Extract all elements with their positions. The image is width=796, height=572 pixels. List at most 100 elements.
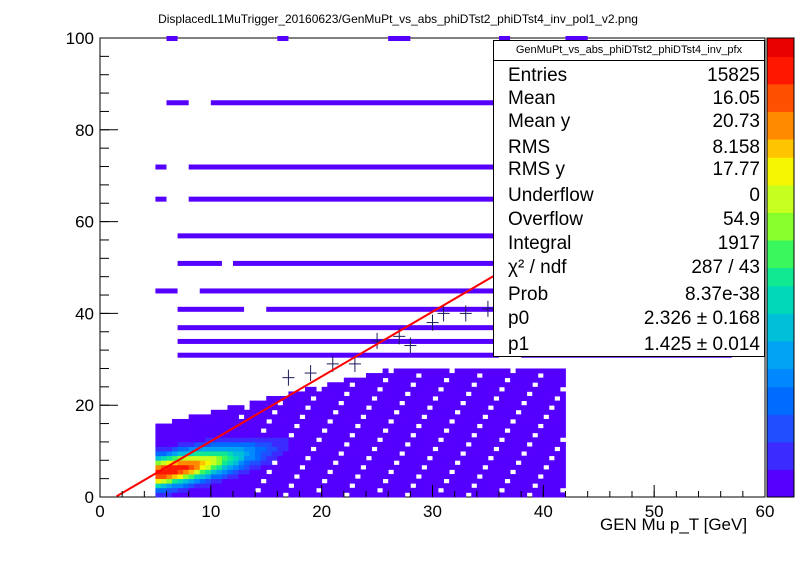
heatmap-cell xyxy=(404,405,411,411)
heatmap-cell xyxy=(504,460,511,466)
heatmap-cell xyxy=(382,423,389,429)
heatmap-cell xyxy=(177,441,184,447)
heatmap-cell xyxy=(360,492,367,498)
heatmap-cell xyxy=(388,455,395,461)
palette-swatch xyxy=(767,157,794,168)
heatmap-cell xyxy=(504,492,511,498)
heatmap-cell xyxy=(515,368,522,374)
heatmap-cell xyxy=(421,446,428,452)
heatmap-cell xyxy=(393,464,400,470)
heatmap-cell xyxy=(382,487,389,493)
heatmap-cell xyxy=(559,474,566,480)
heatmap-cell xyxy=(221,487,228,493)
heatmap-cell xyxy=(377,391,384,397)
heatmap-cell xyxy=(354,418,361,424)
heatmap-cell xyxy=(476,478,483,484)
heatmap-cell xyxy=(404,373,411,379)
heatmap-cell xyxy=(221,437,228,443)
heatmap-cell xyxy=(227,483,234,489)
heatmap-cell xyxy=(410,418,417,424)
heatmap-cell xyxy=(354,405,361,411)
heatmap-cell xyxy=(249,441,256,447)
heatmap-cell xyxy=(510,391,517,397)
heatmap-cell xyxy=(321,487,328,493)
histogram-band xyxy=(155,288,178,294)
heatmap-cell xyxy=(338,460,345,466)
heatmap-cell xyxy=(504,368,511,374)
heatmap-cell xyxy=(349,464,356,470)
heatmap-cell xyxy=(255,474,262,480)
heatmap-cell xyxy=(404,474,411,480)
heatmap-cell xyxy=(499,428,505,434)
heatmap-cell xyxy=(238,409,245,415)
heatmap-cell xyxy=(504,451,511,457)
heatmap-cell xyxy=(332,432,339,438)
heatmap-cell xyxy=(266,396,273,402)
stat-key: p1 xyxy=(508,334,530,355)
heatmap-cell xyxy=(282,428,289,434)
heatmap-cell xyxy=(249,492,256,498)
heatmap-cell xyxy=(288,405,295,411)
heatmap-cell xyxy=(543,400,550,406)
stats-title: GenMuPt_vs_abs_phiDTst2_phiDTst4_inv_pfx xyxy=(494,41,764,61)
heatmap-cell xyxy=(499,441,505,447)
heatmap-cell xyxy=(305,469,311,475)
heatmap-cell xyxy=(299,405,306,411)
profile-point xyxy=(304,365,317,382)
heatmap-cell xyxy=(321,455,328,461)
heatmap-cell xyxy=(421,391,428,397)
heatmap-cell xyxy=(166,478,173,484)
heatmap-cell xyxy=(410,386,417,392)
heatmap-cell xyxy=(227,455,234,461)
heatmap-cell xyxy=(532,474,539,480)
heatmap-cell xyxy=(166,451,173,457)
heatmap-cell xyxy=(321,474,328,480)
heatmap-cell xyxy=(282,451,289,457)
heatmap-cell xyxy=(166,487,173,493)
heatmap-cell xyxy=(426,396,433,402)
heatmap-cell xyxy=(343,460,350,466)
heatmap-cell xyxy=(332,469,339,475)
heatmap-cell xyxy=(194,432,201,438)
heatmap-cell xyxy=(399,386,406,392)
heatmap-cell xyxy=(310,432,317,438)
heatmap-cell xyxy=(360,483,367,489)
heatmap-cell xyxy=(471,437,478,443)
heatmap-cell xyxy=(460,418,467,424)
heatmap-cell xyxy=(532,391,539,397)
stat-row-p0: p0 2.326 ± 0.168 xyxy=(494,308,764,331)
heatmap-cell xyxy=(199,464,206,470)
heatmap-cell xyxy=(432,492,439,498)
heatmap-cell xyxy=(244,469,251,475)
heatmap-cell xyxy=(388,409,395,415)
heatmap-cell xyxy=(426,451,433,457)
heatmap-cell xyxy=(327,432,334,438)
heatmap-cell xyxy=(227,487,234,493)
heatmap-cell xyxy=(310,474,317,480)
heatmap-cell xyxy=(415,487,422,493)
heatmap-cell xyxy=(177,418,184,424)
heatmap-cell xyxy=(388,446,395,452)
heatmap-cell xyxy=(238,441,245,447)
heatmap-cell xyxy=(216,492,223,498)
heatmap-cell xyxy=(449,441,456,447)
heatmap-cell xyxy=(393,386,400,392)
heatmap-cell xyxy=(476,483,483,489)
histogram-band xyxy=(565,36,588,41)
heatmap-cell xyxy=(205,474,212,480)
heatmap-cell xyxy=(404,377,411,383)
heatmap-cell xyxy=(454,474,461,480)
stat-value: 16.05 xyxy=(712,88,760,109)
heatmap-cell xyxy=(282,469,289,475)
heatmap-cell xyxy=(260,423,267,429)
heatmap-cell xyxy=(249,451,256,457)
heatmap-cell xyxy=(327,441,334,447)
heatmap-cell xyxy=(238,446,245,452)
heatmap-cell xyxy=(504,469,511,475)
heatmap-cell xyxy=(471,428,478,434)
stat-value: 0 xyxy=(749,185,760,206)
heatmap-cell xyxy=(255,446,262,452)
stat-key: RMS xyxy=(508,137,551,158)
heatmap-cell xyxy=(332,464,339,470)
heatmap-cell xyxy=(421,386,428,392)
